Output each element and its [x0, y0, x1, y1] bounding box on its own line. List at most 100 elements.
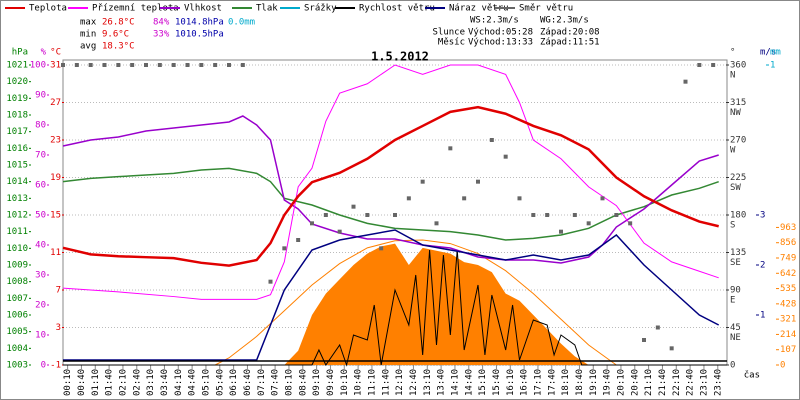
legend-label: Směr větru — [519, 4, 573, 14]
stat-temp: 18.3°C — [102, 42, 135, 52]
stat-hum: 33% — [153, 30, 170, 40]
series-line — [63, 249, 727, 367]
legend-label: Rychlost větru — [359, 4, 435, 14]
series-line — [62, 167, 719, 241]
y-tick-label: 270 — [730, 136, 746, 146]
compass-label: SE — [730, 258, 741, 268]
legend-label: Teplota — [29, 4, 67, 14]
x-tick-label: 14:10 — [450, 369, 460, 396]
direction-point — [655, 325, 660, 330]
y-tick-label: 963 — [780, 223, 796, 233]
y-tick-label: 70 — [35, 151, 46, 161]
y-tick-label: 1014 — [6, 177, 28, 187]
axis-unit: % — [41, 48, 47, 58]
x-tick-label: 19:40 — [603, 369, 613, 396]
y-tick-label: 856 — [780, 238, 796, 248]
y-tick-label: 2 — [760, 261, 765, 271]
direction-point — [213, 63, 218, 67]
compass-label: E — [730, 296, 735, 306]
x-tick-label: 09:40 — [326, 369, 336, 396]
series-line — [62, 64, 719, 300]
y-tick-label: 3 — [760, 211, 765, 221]
x-tick-label: 22:40 — [686, 369, 696, 396]
info-wg: WG:2.3m/s — [540, 16, 589, 26]
y-tick-label: 1011 — [6, 227, 28, 237]
direction-point — [559, 229, 563, 234]
direction-point — [144, 63, 148, 67]
direction-point — [462, 196, 467, 201]
y-tick-label: 3 — [56, 323, 61, 333]
y-tick-label: 20 — [35, 301, 46, 311]
y-tick-label: 749 — [780, 254, 796, 264]
direction-point — [711, 63, 716, 67]
axis-unit: hPa — [12, 48, 28, 58]
x-tick-label: 17:10 — [533, 369, 543, 396]
x-tick-label: 02:40 — [132, 369, 142, 396]
direction-point — [434, 221, 439, 226]
x-tick-label: 21:40 — [658, 369, 668, 396]
x-tick-label: 20:40 — [630, 369, 640, 396]
compass-label: W — [730, 146, 736, 156]
direction-point — [379, 246, 384, 251]
x-tick-label: 11:10 — [367, 369, 377, 396]
x-tick-label: 21:10 — [644, 369, 654, 396]
direction-point — [310, 221, 314, 226]
y-tick-label: 100 — [30, 61, 46, 71]
y-tick-label: 1007 — [6, 294, 28, 304]
y-tick-label: 1009 — [6, 261, 28, 271]
direction-point — [365, 213, 370, 217]
x-tick-label: 20:10 — [616, 369, 626, 396]
y-tick-label: 535 — [780, 284, 796, 294]
y-tick-label: 214 — [780, 330, 796, 340]
stat-rain: 0.0mm — [228, 18, 255, 28]
x-tick-label: 01:10 — [91, 369, 101, 396]
x-tick-label: 00:10 — [63, 369, 73, 396]
y-tick-label: 50 — [35, 211, 46, 221]
direction-point — [157, 63, 162, 67]
y-tick-label: 1013 — [6, 194, 28, 204]
x-tick-label: 19:10 — [589, 369, 599, 396]
stat-press: 1014.8hPa — [175, 18, 224, 28]
x-tick-label: 00:40 — [77, 369, 87, 396]
y-tick-label: 90 — [730, 286, 741, 296]
y-tick-label: 23 — [50, 136, 61, 146]
direction-point — [683, 79, 688, 84]
direction-point — [337, 229, 342, 234]
x-tick-label: 03:10 — [146, 369, 156, 396]
y-tick-label: 225 — [730, 173, 746, 183]
stat-hum: 84% — [153, 18, 170, 28]
y-tick-label: 1010 — [6, 244, 28, 254]
x-tick-label: 13:10 — [423, 369, 433, 396]
series-line — [62, 105, 719, 267]
y-tick-label: 0 — [730, 361, 735, 371]
stat-temp: 9.6°C — [102, 30, 129, 40]
y-tick-label: 7 — [56, 286, 61, 296]
x-tick-label: 12:10 — [395, 369, 405, 396]
direction-point — [614, 213, 619, 217]
compass-label: NE — [730, 333, 741, 343]
x-tick-label: 04:40 — [188, 369, 198, 396]
stat-label: max — [80, 18, 97, 28]
x-tick-label: 10:10 — [340, 369, 350, 396]
info-rise: Východ:13:33 — [468, 38, 533, 48]
info-ws: WS:2.3m/s — [470, 16, 519, 26]
direction-point — [323, 213, 328, 217]
x-tick-label: 02:10 — [118, 369, 128, 396]
legend-label: Vlhkost — [184, 4, 222, 14]
y-tick-label: 428 — [780, 299, 796, 309]
direction-point — [669, 346, 674, 351]
legend-label: Náraz větru — [449, 4, 509, 14]
direction-point — [476, 179, 480, 184]
y-tick-label: 107 — [780, 345, 796, 355]
y-tick-label: 19 — [50, 173, 61, 183]
stat-press: 1010.5hPa — [175, 30, 224, 40]
direction-point — [185, 63, 190, 67]
x-tick-label: 15:10 — [478, 369, 488, 396]
direction-point — [130, 63, 135, 67]
y-tick-label: 1017 — [6, 127, 28, 137]
x-tick-label: 12:40 — [409, 369, 419, 396]
direction-point — [351, 204, 356, 209]
direction-point — [448, 146, 453, 151]
stat-label: min — [80, 30, 96, 40]
